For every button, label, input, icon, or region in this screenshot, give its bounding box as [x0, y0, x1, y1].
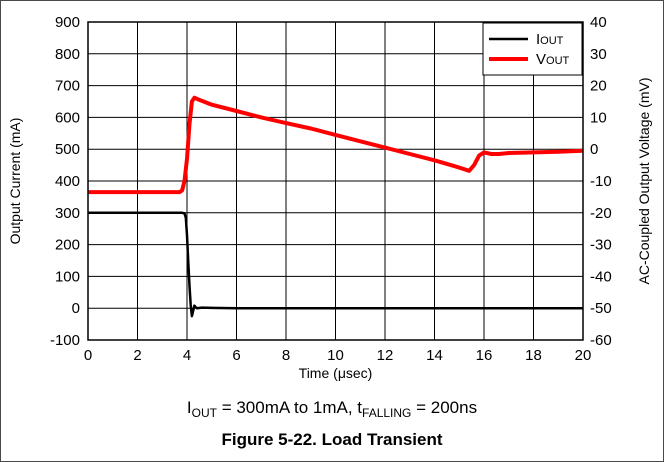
legend-entry: VOUT [536, 51, 570, 68]
legend-box [482, 22, 583, 76]
x-tick-label: 6 [232, 347, 240, 364]
y-left-tick-label: 400 [55, 173, 80, 190]
figure-caption: Figure 5-22. Load Transient [221, 430, 443, 449]
y-right-tick-label: -20 [590, 205, 612, 222]
x-tick-label: 8 [282, 347, 290, 364]
y-right-tick-label: -10 [590, 173, 612, 190]
y-left-tick-label: 800 [55, 46, 80, 63]
y-right-tick-label: 30 [590, 46, 607, 63]
x-tick-label: 4 [183, 347, 191, 364]
x-tick-label: 10 [327, 347, 344, 364]
y-left-tick-label: 900 [55, 14, 80, 31]
y-left-tick-label: -100 [50, 332, 80, 349]
x-tick-label: 16 [476, 347, 493, 364]
x-axis-label-part: sec) [346, 365, 372, 381]
y-right-tick-label: 10 [590, 109, 607, 126]
y-left-tick-label: 600 [55, 109, 80, 126]
cond-i: I [186, 398, 192, 417]
x-tick-label: 18 [525, 347, 542, 364]
y-left-tick-label: 200 [55, 237, 80, 254]
y-right-tick-label: 20 [590, 78, 607, 95]
x-tick-label: 2 [133, 347, 141, 364]
y-right-tick-label: -30 [590, 237, 612, 254]
y-left-tick-label: 0 [72, 300, 80, 317]
x-tick-label: 0 [84, 347, 92, 364]
y-right-tick-label: -50 [590, 300, 612, 317]
legend-entry-sub: OUT [546, 55, 570, 67]
y-left-tick-label: 100 [55, 268, 80, 285]
y-right-axis-label: AC-Coupled Output Voltage (mV) [636, 78, 652, 285]
x-tick-label: 14 [426, 347, 443, 364]
cond-i-sub: OUT [191, 406, 217, 420]
test-condition-caption: IOUT = 300mA to 1mA, tFALLING = 200ns [0, 398, 664, 420]
x-axis-label: Time (μsec) [299, 365, 373, 381]
y-left-tick-label: 300 [55, 205, 80, 222]
x-tick-label: 20 [575, 347, 592, 364]
cond-t-sub: FALLING [362, 406, 412, 420]
y-left-tick-label: 700 [55, 78, 80, 95]
y-left-axis-label: Output Current (mA) [7, 118, 23, 245]
legend-entry-base: V [536, 51, 546, 68]
y-right-tick-label: 40 [590, 14, 607, 31]
cond-end: = 200ns [411, 398, 478, 417]
x-tick-label: 12 [377, 347, 394, 364]
series-line-vout [88, 95, 584, 195]
y-right-tick-label: 0 [590, 141, 598, 158]
legend-entry: IOUT [536, 31, 564, 48]
x-axis-label-part: Time ( [299, 365, 338, 381]
load-transient-chart: 0 2 4 6 8 10 12 14 16 18 20-1000100200300400500600… [7, 14, 652, 381]
plot-border [87, 21, 584, 341]
series-line-iout [88, 211, 583, 318]
y-right-tick-label: -60 [590, 332, 612, 349]
legend-entry-base: I [536, 31, 540, 48]
legend-entry-sub: OUT [540, 35, 564, 47]
x-axis-label-part: μ [338, 365, 346, 381]
y-right-tick-label: -40 [590, 268, 612, 285]
cond-mid: = 300mA to 1mA, t [216, 398, 363, 417]
y-left-tick-label: 500 [55, 141, 80, 158]
